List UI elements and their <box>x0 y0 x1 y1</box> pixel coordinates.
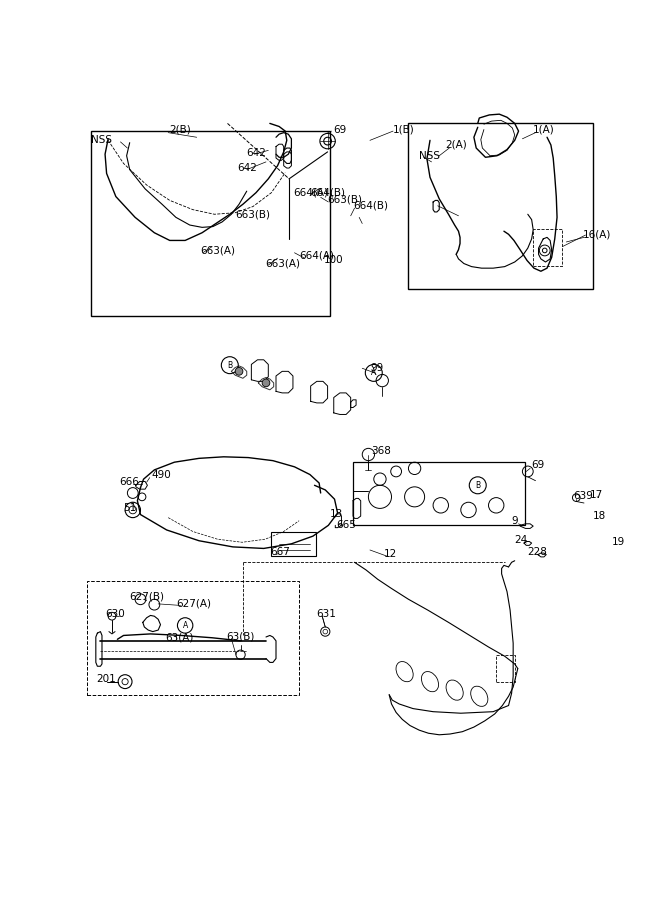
Bar <box>87 580 299 695</box>
Text: 13: 13 <box>330 508 343 518</box>
Bar <box>91 131 330 316</box>
Circle shape <box>262 379 270 387</box>
Text: 639: 639 <box>573 491 593 501</box>
Text: 663(B): 663(B) <box>235 210 270 220</box>
Text: 667: 667 <box>270 547 289 557</box>
Text: 99: 99 <box>370 364 384 374</box>
Text: 2(B): 2(B) <box>169 124 191 135</box>
Text: 19: 19 <box>612 536 625 546</box>
Text: 69: 69 <box>532 460 545 471</box>
Text: 2(A): 2(A) <box>446 140 467 150</box>
Text: 666: 666 <box>119 477 139 487</box>
Text: 63(B): 63(B) <box>226 632 254 642</box>
Text: 69: 69 <box>333 124 346 135</box>
Text: 663(A): 663(A) <box>265 258 300 268</box>
Text: A: A <box>371 368 376 377</box>
Text: NSS: NSS <box>91 135 112 145</box>
Text: 631: 631 <box>316 609 336 619</box>
Text: NSS: NSS <box>420 150 440 161</box>
Text: 664(B): 664(B) <box>353 200 388 210</box>
Text: B: B <box>475 481 480 490</box>
Text: B: B <box>227 361 232 370</box>
Bar <box>496 654 516 681</box>
Text: 663(B): 663(B) <box>327 194 363 204</box>
Text: 12: 12 <box>384 549 397 559</box>
Text: 16(A): 16(A) <box>582 230 611 239</box>
Text: 201: 201 <box>96 674 115 684</box>
Bar <box>408 123 593 289</box>
Text: 630: 630 <box>105 609 125 619</box>
Text: 1(A): 1(A) <box>533 124 555 135</box>
Text: 664(B): 664(B) <box>310 188 345 198</box>
Bar <box>533 229 562 266</box>
Text: 17: 17 <box>590 491 604 500</box>
Text: 642: 642 <box>247 148 267 157</box>
Text: 642: 642 <box>237 163 257 173</box>
Text: 63(A): 63(A) <box>165 633 193 643</box>
Text: 663(A): 663(A) <box>201 246 235 256</box>
Bar <box>353 463 526 526</box>
Text: 18: 18 <box>593 511 606 521</box>
Text: 100: 100 <box>323 256 344 266</box>
Text: 627(A): 627(A) <box>176 598 211 608</box>
Text: 490: 490 <box>151 470 171 480</box>
Text: 665: 665 <box>336 520 356 530</box>
Text: 228: 228 <box>527 547 547 557</box>
Text: 664(A): 664(A) <box>293 188 329 198</box>
Text: 664(A): 664(A) <box>299 251 334 261</box>
Text: A: A <box>183 621 188 630</box>
Text: 627(B): 627(B) <box>129 592 165 602</box>
Text: 24: 24 <box>515 535 528 545</box>
Circle shape <box>235 367 243 375</box>
Text: 1(B): 1(B) <box>393 124 415 135</box>
Bar <box>271 532 316 556</box>
Text: 9: 9 <box>512 517 518 526</box>
Text: 51: 51 <box>123 503 137 513</box>
Text: 368: 368 <box>372 446 392 456</box>
